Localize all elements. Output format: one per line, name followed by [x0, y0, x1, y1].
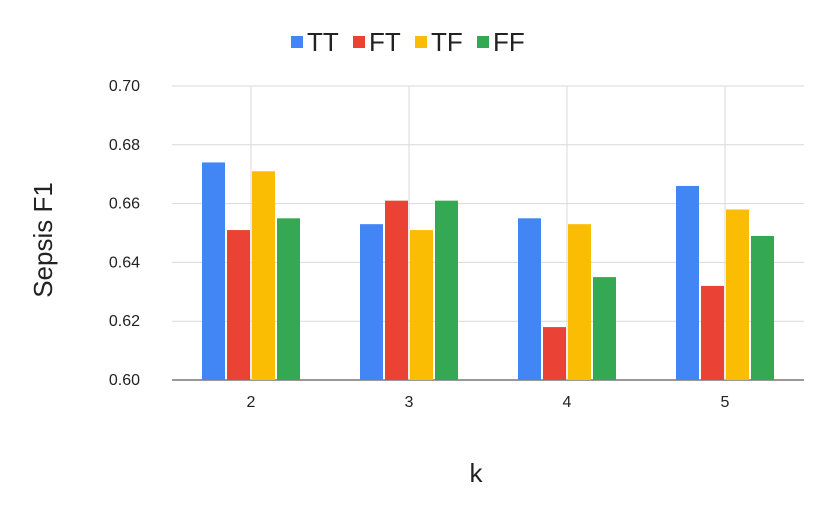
- bar-ff-k3: [435, 200, 458, 380]
- bar-tt-k5: [676, 185, 699, 380]
- bar-tf-k2: [252, 171, 275, 380]
- bar-tt-k4: [518, 218, 541, 380]
- legend-swatch-tf: [415, 36, 427, 48]
- bar-tf-k5: [726, 209, 749, 380]
- bar-ff-k2: [277, 218, 300, 380]
- y-tick-labels: 0.60 0.62 0.64 0.66 0.68 0.70: [109, 78, 140, 389]
- bar-ff-k5: [751, 235, 774, 380]
- y-axis-title: Sepsis F1: [28, 182, 58, 298]
- y-tick-label: 0.70: [109, 78, 140, 95]
- legend-label-tt: TT: [307, 27, 339, 57]
- x-tick-label: 3: [405, 394, 414, 411]
- bar-tf-k4: [568, 224, 591, 380]
- x-tick-label: 4: [563, 394, 572, 411]
- x-tick-label: 2: [247, 394, 256, 411]
- x-tick-labels: 2 3 4 5: [247, 394, 730, 411]
- bar-ft-k3: [385, 200, 408, 380]
- bar-ff-k4: [593, 277, 616, 380]
- bar-tf-k3: [410, 230, 433, 380]
- bar-ft-k4: [543, 327, 566, 380]
- legend-label-tf: TF: [431, 27, 463, 57]
- x-axis-title: k: [470, 458, 484, 488]
- legend: TT FT TF FF: [291, 27, 525, 57]
- bars: [202, 162, 774, 380]
- legend-swatch-tt: [291, 36, 303, 48]
- bar-ft-k2: [227, 230, 250, 380]
- y-tick-label: 0.64: [109, 254, 140, 271]
- x-tick-label: 5: [721, 394, 730, 411]
- y-tick-label: 0.60: [109, 372, 140, 389]
- y-tick-label: 0.68: [109, 137, 140, 154]
- legend-label-ft: FT: [369, 27, 401, 57]
- legend-swatch-ff: [477, 36, 489, 48]
- bar-tt-k3: [360, 224, 383, 380]
- y-tick-label: 0.62: [109, 313, 140, 330]
- bar-tt-k2: [202, 162, 225, 380]
- y-tick-label: 0.66: [109, 196, 140, 213]
- legend-label-ff: FF: [493, 27, 525, 57]
- bar-ft-k5: [701, 285, 724, 380]
- legend-swatch-ft: [353, 36, 365, 48]
